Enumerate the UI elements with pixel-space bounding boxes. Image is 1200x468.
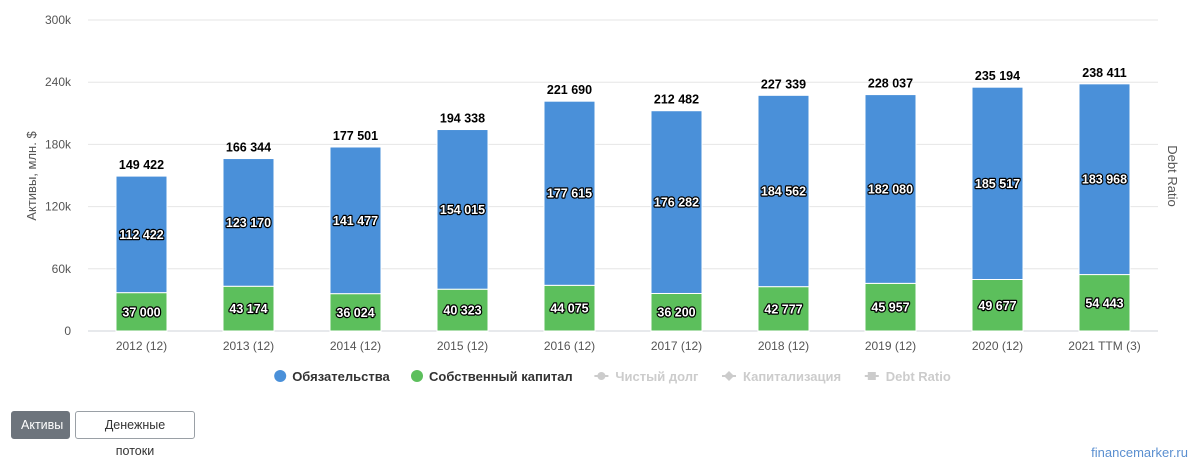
bar-equity	[757, 286, 810, 332]
legend-item[interactable]: Собственный капитал	[411, 369, 573, 384]
data-label-total: 227 339	[761, 77, 806, 91]
chart-legend: Обязательства Собственный капитал Чистый д…	[274, 369, 951, 384]
x-tick-label: 2014 (12)	[330, 339, 381, 353]
bar-liabilities	[329, 146, 382, 295]
y-axis-title: Активы, млн. $	[24, 131, 39, 221]
assets-chart: 0 60k 120k 180k 240k 300k Активы, млн. $ Debt…	[24, 13, 1180, 384]
bar-equity	[115, 292, 168, 332]
x-tick-label: 2021 TTM (3)	[1068, 339, 1140, 353]
data-label-liabilities: 184 562	[761, 184, 806, 198]
y-tick-label: 180k	[45, 137, 72, 151]
y-tick-label: 120k	[45, 200, 72, 214]
legend-label: Капитализация	[743, 369, 841, 384]
data-label-liabilities: 176 282	[654, 196, 699, 210]
secondary-y-axis-title: Debt Ratio	[1165, 145, 1180, 206]
y-tick-label: 240k	[45, 75, 72, 89]
y-tick-label: 300k	[45, 13, 72, 27]
data-label-equity: 43 174	[229, 302, 267, 316]
x-tick-label: 2016 (12)	[544, 339, 595, 353]
x-tick-label: 2019 (12)	[865, 339, 916, 353]
bar-liabilities	[115, 175, 168, 294]
data-label-total: 166 344	[226, 141, 271, 155]
legend-item[interactable]: Капитализация	[722, 369, 841, 384]
legend-item[interactable]: Обязательства	[274, 369, 391, 384]
legend-item[interactable]: Debt Ratio	[864, 369, 951, 384]
data-label-liabilities: 177 615	[547, 187, 592, 201]
data-label-equity: 44 075	[550, 302, 588, 316]
x-tick-label: 2017 (12)	[651, 339, 702, 353]
x-tick-label: 2018 (12)	[758, 339, 809, 353]
data-label-liabilities: 182 080	[868, 182, 913, 196]
bar-equity	[329, 293, 382, 332]
data-label-total: 149 422	[119, 158, 164, 172]
data-label-equity: 40 323	[443, 304, 481, 318]
data-label-equity: 42 777	[764, 302, 802, 316]
data-label-equity: 49 677	[978, 299, 1016, 313]
bar-equity	[222, 285, 275, 332]
data-label-equity: 54 443	[1085, 296, 1123, 310]
data-label-total: 235 194	[975, 69, 1020, 83]
bar-series: 112 422 37 000 149 422 123 170 43 174 166 344…	[115, 66, 1131, 332]
bar-equity	[436, 288, 489, 332]
data-label-liabilities: 183 968	[1082, 173, 1127, 187]
legend-item[interactable]: Чистый долг	[594, 369, 699, 384]
legend-marker-circle	[411, 370, 423, 382]
legend-label: Debt Ratio	[886, 369, 951, 384]
data-label-total: 221 690	[547, 83, 592, 97]
bar-liabilities	[1078, 83, 1131, 276]
y-tick-label: 0	[64, 324, 71, 338]
x-tick-label: 2015 (12)	[437, 339, 488, 353]
assets-tab-button[interactable]: Активы	[11, 411, 70, 439]
data-label-total: 177 501	[333, 129, 378, 143]
legend-marker-diamond	[724, 371, 734, 381]
source-credit[interactable]: financemarker.ru	[1091, 445, 1188, 460]
bar-equity	[1078, 274, 1131, 332]
bar-equity	[650, 292, 703, 332]
legend-marker-circle	[274, 370, 287, 382]
bar-equity	[971, 279, 1024, 332]
y-axis-ticks: 0 60k 120k 180k 240k 300k	[45, 13, 72, 338]
y-tick-label: 60k	[52, 262, 72, 276]
data-label-equity: 45 957	[871, 301, 909, 315]
x-axis-ticks: 2012 (12) 2013 (12) 2014 (12) 2015 (12) 2016…	[116, 339, 1141, 353]
bar-liabilities	[864, 94, 917, 284]
legend-marker-circle	[597, 372, 606, 380]
bar-liabilities	[971, 86, 1024, 281]
legend-marker-square	[867, 372, 876, 380]
data-label-total: 194 338	[440, 112, 485, 126]
x-tick-label: 2013 (12)	[223, 339, 274, 353]
cash-flows-tab-button[interactable]: Денежные потоки	[75, 411, 195, 458]
data-label-total: 238 411	[1082, 66, 1127, 80]
legend-label: Собственный капитал	[429, 369, 573, 384]
x-tick-label: 2012 (12)	[116, 339, 167, 353]
data-label-total: 212 482	[654, 93, 699, 107]
bar-equity	[864, 282, 917, 332]
data-label-equity: 37 000	[122, 305, 160, 319]
bar-liabilities	[222, 158, 275, 287]
bar-equity	[543, 284, 596, 332]
bar-liabilities	[757, 94, 810, 288]
data-label-liabilities: 123 170	[226, 216, 271, 230]
x-tick-label: 2020 (12)	[972, 339, 1023, 353]
data-label-liabilities: 185 517	[975, 177, 1020, 191]
data-label-liabilities: 112 422	[119, 228, 164, 242]
data-label-equity: 36 200	[657, 306, 695, 320]
data-label-liabilities: 154 015	[440, 203, 485, 217]
bar-liabilities	[650, 110, 703, 294]
bar-liabilities	[543, 100, 596, 286]
data-label-liabilities: 141 477	[333, 214, 378, 228]
bar-liabilities	[436, 129, 489, 290]
data-label-equity: 36 024	[336, 306, 374, 320]
data-label-total: 228 037	[868, 77, 913, 91]
legend-label: Чистый долг	[615, 369, 699, 384]
legend-label: Обязательства	[292, 369, 390, 384]
